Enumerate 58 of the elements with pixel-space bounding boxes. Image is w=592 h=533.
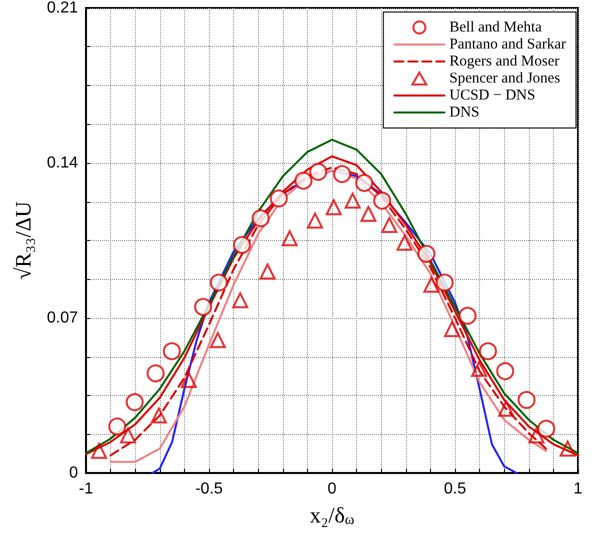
y-tick-label: 0	[69, 464, 78, 482]
point	[381, 217, 398, 233]
point	[252, 209, 270, 228]
point	[194, 298, 212, 316]
legend-label: UCSD − DNS	[449, 88, 536, 104]
point	[478, 342, 497, 360]
point	[518, 390, 536, 409]
point	[146, 364, 165, 382]
point	[270, 189, 288, 208]
point	[162, 342, 181, 360]
point	[326, 199, 342, 216]
legend-label: Spencer and Jones	[449, 70, 560, 86]
point	[423, 276, 440, 293]
legend-label: Bell and Mehta	[449, 20, 542, 36]
point	[537, 420, 556, 438]
point	[496, 362, 514, 380]
point	[458, 306, 477, 325]
point	[333, 165, 352, 184]
point	[232, 292, 248, 308]
y-tick-label: 0.21	[46, 0, 78, 16]
point	[436, 274, 454, 292]
point	[344, 192, 361, 209]
point	[560, 440, 576, 457]
x-tick-label: -0.5	[195, 480, 223, 498]
y-tick-label: 0.14	[46, 154, 78, 172]
point	[126, 393, 144, 412]
point	[373, 192, 392, 210]
point	[120, 427, 136, 444]
x-tick-label: 1	[574, 480, 583, 498]
point	[309, 162, 328, 181]
x-tick-label: 0	[328, 480, 337, 498]
legend-label: Pantano and Sarkar	[449, 36, 566, 52]
x-tick-label: 0.5	[444, 480, 466, 498]
y-axis-title: √R₃₃/ΔU	[10, 201, 36, 280]
point	[294, 172, 312, 190]
point	[360, 206, 376, 222]
x-tick-label: -1	[78, 480, 94, 498]
point	[260, 264, 276, 280]
point	[108, 418, 126, 436]
point	[232, 236, 251, 254]
x-axis-title: x₂/δω	[310, 502, 354, 528]
point	[444, 321, 460, 338]
point	[282, 230, 298, 246]
point	[150, 407, 167, 424]
point	[528, 427, 544, 444]
point	[498, 400, 514, 417]
point	[417, 244, 436, 263]
point	[91, 442, 108, 459]
point	[180, 372, 197, 388]
point	[471, 360, 488, 377]
legend-label: DNS	[449, 104, 480, 120]
point	[307, 212, 324, 229]
legend-label: Rogers and Moser	[449, 54, 560, 70]
point	[210, 274, 228, 292]
point	[355, 174, 374, 192]
y-tick-label: 0.07	[46, 310, 78, 326]
point	[396, 234, 413, 251]
point	[210, 332, 226, 348]
